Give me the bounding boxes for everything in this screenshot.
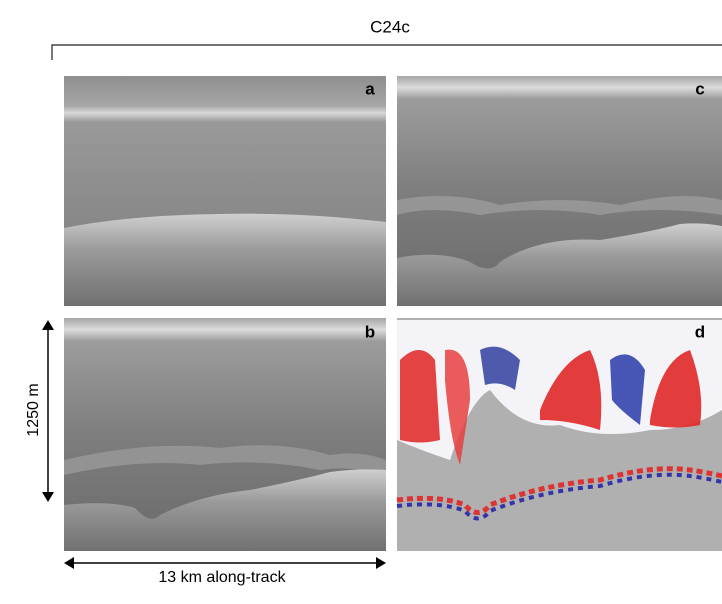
panel-a: a	[64, 76, 386, 306]
bed-signal	[396, 466, 722, 515]
panel-label: b	[365, 322, 375, 341]
horizontal-scale-label: 13 km along-track	[158, 569, 286, 586]
bed-reflection	[64, 213, 386, 306]
vertical-scale: 1250 m	[25, 320, 54, 502]
bed-reflection	[64, 469, 386, 551]
positive-signal	[400, 350, 440, 443]
vertical-scale-label: 1250 m	[25, 383, 42, 436]
bed-reflection	[397, 223, 722, 306]
panel-label: d	[695, 322, 705, 341]
figure-title: C24c	[370, 17, 410, 36]
positive-signal	[540, 350, 602, 430]
internal-layer	[397, 196, 722, 215]
panel-label: a	[365, 79, 375, 98]
negative-signal	[480, 346, 520, 390]
positive-signal	[650, 350, 702, 428]
bracket	[51, 44, 722, 60]
horizontal-scale: 13 km along-track	[64, 557, 386, 586]
negative-signal	[610, 354, 645, 425]
panel-d: d	[396, 318, 722, 551]
bed-signal	[396, 472, 722, 521]
panel-label: c	[695, 79, 704, 98]
panel-c: c	[397, 76, 722, 306]
positive-signal	[445, 349, 470, 465]
internal-layer	[64, 445, 386, 475]
panel-b: b	[64, 318, 386, 551]
